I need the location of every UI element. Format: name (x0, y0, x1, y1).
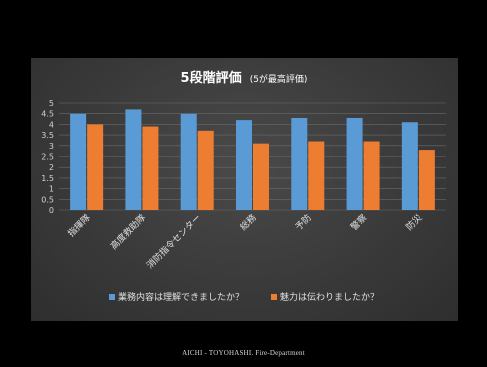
bar-chart: 5段階評価 (5が最高評価) 0 0.51 1.5 22.5 3 3.5 44.5 5 指揮隊… (41, 67, 446, 303)
y-tick-label: 4.5 (41, 110, 54, 119)
bar-understanding (401, 122, 418, 210)
bar-understanding (180, 113, 197, 210)
chart-title: 5段階評価 (5が最高評価) (181, 67, 308, 86)
bar-appeal (363, 141, 380, 210)
y-tick-label: 2 (49, 163, 54, 172)
y-tick-label: 4 (49, 120, 54, 129)
bar-understanding (70, 113, 87, 210)
x-tick-label: 総務 (237, 212, 258, 233)
bar-appeal (142, 126, 159, 210)
x-tick-label: 防災 (403, 212, 424, 233)
legend: 業務内容は理解できましたか？ 魅力は伝わりましたか？ (109, 291, 379, 303)
y-tick-label: 0.5 (41, 195, 54, 204)
chart-panel: 5段階評価 (5が最高評価) 0 0.5 1 1.5 2 2.5 3 3.5 4 4.5 5 指揮隊… (31, 58, 458, 321)
x-tick-label: 指揮隊 (65, 212, 93, 240)
x-tick-label: 警察 (348, 212, 369, 233)
bar-appeal (418, 150, 435, 210)
y-tick-label: 1 (49, 185, 54, 194)
bar-appeal (197, 130, 214, 210)
x-tick-label: 高度救助隊 (108, 212, 148, 252)
y-axis-ticks: 0 0.51 1.5 22.5 3 3.5 44.5 5 (41, 99, 54, 215)
y-tick-label: 1.5 (41, 174, 54, 183)
x-tick-label: 予防 (293, 212, 314, 233)
y-tick-label: 3.5 (41, 131, 54, 140)
bar-understanding (236, 120, 252, 210)
bar-appeal (308, 141, 325, 210)
legend-swatch (271, 294, 277, 300)
y-tick-label: 3 (49, 142, 54, 151)
legend-label: 業務内容は理解できましたか？ (118, 291, 244, 303)
bar-understanding (291, 117, 308, 210)
y-tick-label: 0 (49, 206, 54, 215)
bar-appeal (87, 124, 104, 210)
footer-credit: AICHI - TOYOHASHI. Fire-Department (182, 349, 305, 357)
chart-title-sub: (5が最高評価) (250, 73, 308, 85)
y-tick-label: 5 (49, 99, 54, 108)
chart-title-main: 5段階評価 (181, 70, 242, 86)
legend-label: 魅力は伝わりましたか？ (280, 291, 379, 303)
bar-understanding (125, 109, 142, 210)
bars (70, 109, 435, 210)
legend-swatch (109, 294, 115, 300)
y-tick-label: 2.5 (41, 153, 54, 162)
bar-appeal (253, 143, 269, 210)
bar-understanding (346, 117, 363, 210)
grid-lines (59, 102, 446, 211)
x-tick-label: 消防指令センター (144, 212, 203, 271)
